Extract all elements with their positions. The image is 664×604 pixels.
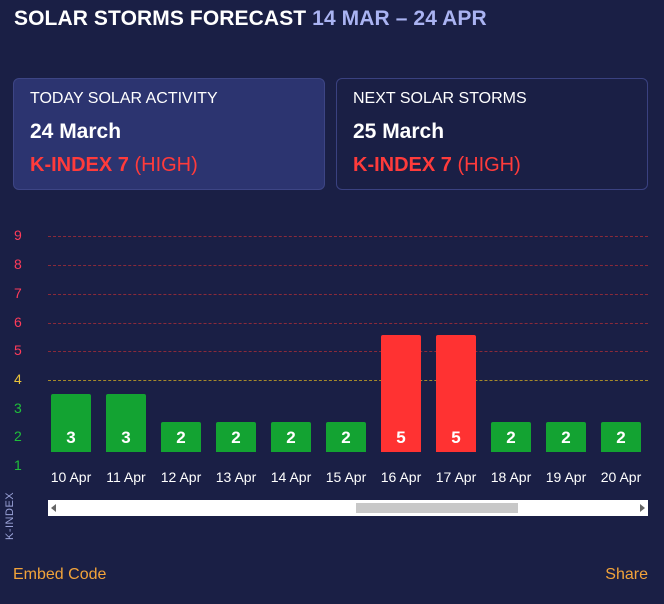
grid-line: [48, 322, 648, 324]
x-tick-label: 20 Apr: [600, 469, 642, 485]
grid-line: [48, 265, 648, 267]
y-tick-label: 9: [14, 227, 22, 244]
bar[interactable]: 3: [106, 394, 146, 452]
bar[interactable]: 2: [216, 422, 256, 452]
x-tick-label: 15 Apr: [325, 469, 367, 485]
y-tick-label: 2: [14, 428, 22, 445]
chart-scrollbar[interactable]: [48, 500, 648, 516]
bar-value-label: 2: [561, 428, 571, 447]
y-tick-label: 8: [14, 256, 22, 273]
y-tick-label: 6: [14, 313, 22, 330]
x-tick-label: 10 Apr: [50, 469, 92, 485]
y-tick-label: 5: [14, 342, 22, 359]
bar[interactable]: 3: [51, 394, 91, 452]
share-link[interactable]: Share: [605, 566, 648, 583]
x-tick-label: 12 Apr: [160, 469, 202, 485]
bar[interactable]: 2: [546, 422, 586, 452]
next-date: 25 March: [353, 120, 445, 143]
today-kindex-level: (HIGH): [134, 154, 198, 176]
next-storms-card: NEXT SOLAR STORMS 25 March K-INDEX 7 (HI…: [336, 78, 648, 190]
embed-code-link[interactable]: Embed Code: [13, 566, 107, 583]
x-tick-label: 14 Apr: [270, 469, 312, 485]
bar[interactable]: 2: [601, 422, 641, 452]
bar-value-label: 5: [451, 428, 461, 447]
scroll-right-icon[interactable]: [640, 504, 645, 512]
x-tick-label: 17 Apr: [435, 469, 477, 485]
grid-line: [48, 379, 648, 381]
title-text: SOLAR STORMS FORECAST: [14, 7, 307, 30]
next-kindex-level: (HIGH): [457, 154, 521, 176]
y-tick-label: 7: [14, 284, 22, 301]
next-kindex: K-INDEX 7 (HIGH): [353, 154, 631, 177]
today-date: 24 March: [30, 120, 122, 143]
x-tick-label: 11 Apr: [106, 469, 146, 485]
x-tick-label: 16 Apr: [380, 469, 422, 485]
bar[interactable]: 2: [271, 422, 311, 452]
bar-value-label: 3: [66, 428, 76, 447]
bar-value-label: 5: [396, 428, 406, 447]
grid-line: [48, 351, 648, 353]
scroll-thumb[interactable]: [356, 503, 519, 513]
date-range: 14 MAR – 24 APR: [312, 7, 487, 30]
today-label: TODAY SOLAR ACTIVITY: [30, 90, 218, 107]
next-kindex-value: K-INDEX 7: [353, 154, 452, 176]
page-title: SOLAR STORMS FORECAST 14 MAR – 24 APR: [14, 7, 487, 31]
bar[interactable]: 5: [436, 335, 476, 452]
y-tick-label: 4: [14, 370, 22, 387]
bar-value-label: 2: [176, 428, 186, 447]
bar[interactable]: 2: [161, 422, 201, 452]
today-activity-card: TODAY SOLAR ACTIVITY 24 March K-INDEX 7 …: [13, 78, 325, 190]
y-tick-label: 3: [14, 399, 22, 416]
x-tick-label: 13 Apr: [215, 469, 257, 485]
bar-value-label: 2: [506, 428, 516, 447]
x-tick-label: 18 Apr: [490, 469, 532, 485]
x-tick-label: 19 Apr: [545, 469, 587, 485]
bar-value-label: 2: [286, 428, 296, 447]
bar[interactable]: 2: [491, 422, 531, 452]
y-tick-label: 1: [14, 457, 22, 473]
bar[interactable]: 2: [326, 422, 366, 452]
bar-value-label: 2: [616, 428, 626, 447]
bar-value-label: 2: [341, 428, 351, 447]
y-axis-label: K-INDEX: [4, 491, 16, 540]
bar-value-label: 2: [231, 428, 241, 447]
bar[interactable]: 5: [381, 335, 421, 452]
bar-value-label: 3: [121, 428, 131, 447]
next-label: NEXT SOLAR STORMS: [353, 90, 527, 107]
grid-line: [48, 236, 648, 238]
scroll-left-icon[interactable]: [51, 504, 56, 512]
today-kindex-value: K-INDEX 7: [30, 154, 129, 176]
grid-line: [48, 293, 648, 295]
today-kindex: K-INDEX 7 (HIGH): [30, 154, 308, 177]
